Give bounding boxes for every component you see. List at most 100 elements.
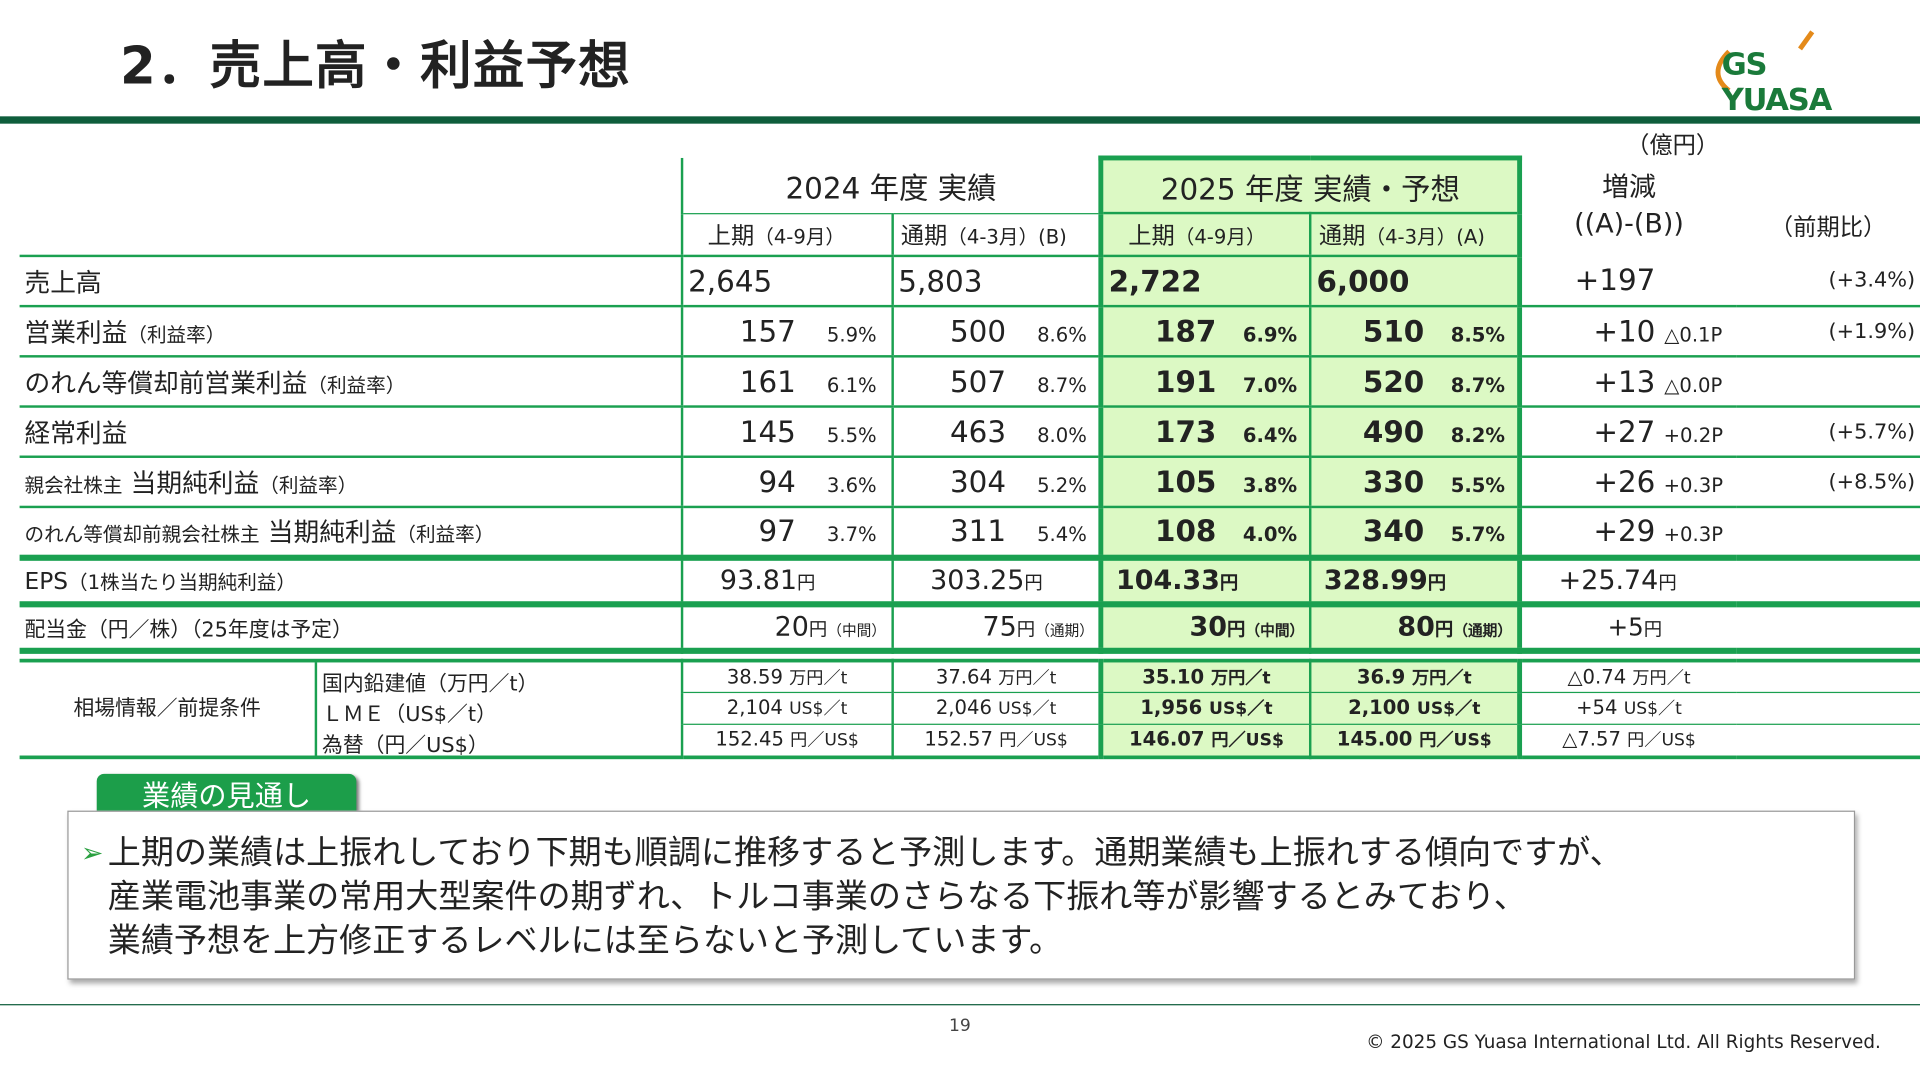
row-label: 親会社株主 当期純利益（利益率） bbox=[19, 456, 682, 509]
value-cell: 161 6.1% bbox=[680, 356, 893, 408]
eps-cell: 93.81円 bbox=[680, 557, 893, 604]
value-cell: 173 6.4% bbox=[1098, 406, 1311, 458]
change-cell: +29 +0.3P bbox=[1518, 506, 1737, 559]
value-cell: 157 5.9% bbox=[680, 306, 893, 358]
value-cell: 490 8.2% bbox=[1309, 406, 1522, 458]
market-cell: 145.00 円／US$ bbox=[1309, 724, 1522, 758]
value-cell: 187 6.9% bbox=[1098, 306, 1311, 358]
header-bar bbox=[0, 116, 1920, 124]
change-cell: +13 △0.0P bbox=[1518, 356, 1737, 408]
market-cell: 2,046 US$／t bbox=[890, 692, 1102, 725]
market-cell: 1,956 US$／t bbox=[1098, 692, 1311, 725]
market-item-label: 国内鉛建値（万円／t） bbox=[322, 672, 539, 697]
change-cell: +27 +0.2P bbox=[1518, 406, 1737, 458]
eps-cell: 104.33円 bbox=[1098, 557, 1311, 604]
fy2024-header: 2024 年度 実績 bbox=[680, 157, 1102, 214]
yoy-cell: (+5.7%) bbox=[1736, 406, 1920, 458]
page-title: 2．売上高・利益予想 bbox=[120, 35, 631, 96]
value-cell: 2,645 bbox=[680, 255, 893, 308]
yoy-cell: (+1.9%) bbox=[1736, 306, 1920, 358]
eps-change: +25.74円 bbox=[1518, 557, 1737, 604]
change-header: 増減 bbox=[1602, 172, 1656, 204]
h1-2024-header: 上期（4-9月） bbox=[680, 213, 893, 258]
table-row: 経常利益 145 5.5% 463 8.0% 173 6.4% 490 8.2% +27 +0.2P… bbox=[19, 406, 1920, 458]
yoy-cell: (+3.4%) bbox=[1736, 255, 1920, 308]
dividend-cell: 80円（通期） bbox=[1309, 603, 1522, 651]
logo-swoosh-icon bbox=[1715, 30, 1815, 93]
outlook-box: ➢ 上期の業績は上振れしており下期も順調に推移すると予測します。通期業績も上振れ… bbox=[67, 810, 1856, 980]
value-cell: 108 4.0% bbox=[1098, 506, 1311, 559]
logo-text: GS YUASA bbox=[1721, 46, 1833, 118]
row-label: のれん等償却前親会社株主 当期純利益（利益率） bbox=[19, 506, 682, 559]
market-cell: 35.10 万円／t bbox=[1098, 660, 1311, 694]
value-cell: 340 5.7% bbox=[1309, 506, 1522, 559]
value-cell: 510 8.5% bbox=[1309, 306, 1522, 358]
change-formula: ((A)-(B)) bbox=[1574, 209, 1684, 241]
arrow-bullet-icon: ➢ bbox=[80, 838, 104, 870]
row-label: のれん等償却前営業利益（利益率） bbox=[19, 356, 682, 408]
value-cell: 500 8.6% bbox=[890, 306, 1102, 358]
table-row: 売上高 2,645 5,803 2,722 6,000 +197 (+3.4%) bbox=[19, 255, 1920, 308]
eps-cell: 303.25円 bbox=[890, 557, 1102, 604]
page-number: 19 bbox=[948, 1016, 971, 1036]
change-cell: +26 +0.3P bbox=[1518, 456, 1737, 509]
value-cell: 520 8.7% bbox=[1309, 356, 1522, 408]
yoy-header: （前期比） bbox=[1769, 213, 1887, 241]
table-row: 親会社株主 当期純利益（利益率） 94 3.6% 304 5.2% 105 3.8% 330 5… bbox=[19, 456, 1920, 509]
market-row: 相場情報／前提条件 38.59 万円／t 37.64 万円／t 35.10 万円／t 3… bbox=[19, 660, 1920, 759]
market-change: △7.57 円／US$ bbox=[1518, 724, 1737, 758]
dividend-cell: 20円（中間） bbox=[680, 603, 893, 651]
outlook-line: 産業電池事業の常用大型案件の期ずれ、トルコ事業のさらなる下振れ等が影響するとみて… bbox=[107, 877, 1527, 916]
market-row: 2,104 US$／t 2,046 US$／t 1,956 US$／t 2,100 U… bbox=[20, 692, 1920, 725]
eps-cell: 328.99円 bbox=[1309, 557, 1522, 604]
dividend-cell: 75円（通期） bbox=[890, 603, 1102, 651]
yoy-cell bbox=[1736, 506, 1920, 559]
market-cell: 36.9 万円／t bbox=[1309, 660, 1522, 694]
market-row: 152.45 円／US$ 152.57 円／US$ 146.07 円／US$ 145.… bbox=[19, 724, 1920, 758]
table-row: のれん等償却前営業利益（利益率） 161 6.1% 507 8.7% 191 7.0% 520… bbox=[19, 356, 1920, 408]
market-change: +54 US$／t bbox=[1518, 692, 1737, 725]
change-cell: +197 bbox=[1518, 255, 1737, 308]
forecast-table: 2024 年度 実績 2025 年度 実績・予想 増減 ((A)-(B)) （前期… bbox=[19, 155, 1920, 759]
value-cell: 463 8.0% bbox=[890, 406, 1102, 458]
value-cell: 507 8.7% bbox=[890, 356, 1102, 408]
market-cell: 37.64 万円／t bbox=[890, 660, 1102, 694]
dividend-cell: 30円（中間） bbox=[1098, 603, 1311, 651]
change-cell: +10 △0.1P bbox=[1518, 306, 1737, 358]
value-cell: 97 3.7% bbox=[680, 506, 893, 559]
h1-2025-header: 上期（4-9月） bbox=[1098, 213, 1311, 258]
fy-2024-header: 通期（4-3月）(B) bbox=[890, 213, 1102, 258]
market-item-label: ＬＭＥ（US$／t） bbox=[322, 702, 497, 728]
value-cell: 6,000 bbox=[1309, 255, 1522, 308]
outlook-line: 業績予想を上方修正するレベルには至らないと予測しています。 bbox=[107, 922, 1063, 961]
footer-divider bbox=[0, 1004, 1920, 1006]
value-cell: 145 5.5% bbox=[680, 406, 893, 458]
value-cell: 5,803 bbox=[890, 255, 1102, 308]
row-label: 営業利益（利益率） bbox=[19, 306, 682, 358]
eps-row: EPS（1株当たり当期純利益） 93.81円 303.25円 104.33円 328.9… bbox=[19, 557, 1920, 604]
table-row: のれん等償却前親会社株主 当期純利益（利益率） 97 3.7% 311 5.4% 108 4… bbox=[19, 506, 1920, 559]
row-label: 経常利益 bbox=[19, 406, 682, 458]
market-cell: 38.59 万円／t bbox=[680, 660, 893, 694]
fy2025-header: 2025 年度 実績・予想 bbox=[1098, 155, 1522, 215]
value-cell: 311 5.4% bbox=[890, 506, 1102, 559]
gs-yuasa-logo: GS YUASA bbox=[1705, 27, 1876, 118]
market-cell: 2,104 US$／t bbox=[680, 692, 893, 725]
market-cell: 146.07 円／US$ bbox=[1098, 724, 1311, 758]
fy-2025-header: 通期（4-3月）(A) bbox=[1309, 213, 1522, 258]
unit-label: （億円） bbox=[1626, 132, 1720, 160]
market-change: △0.74 万円／t bbox=[1518, 660, 1737, 694]
value-cell: 304 5.2% bbox=[890, 456, 1102, 509]
market-label: 相場情報／前提条件 bbox=[73, 696, 261, 721]
outlook-line: 上期の業績は上振れしており下期も順調に推移すると予測します。通期業績も上振れする… bbox=[107, 833, 1623, 872]
value-cell: 2,722 bbox=[1098, 255, 1311, 308]
market-cell: 152.57 円／US$ bbox=[890, 724, 1102, 758]
market-cell: 2,100 US$／t bbox=[1309, 692, 1522, 725]
market-item-label: 為替（円／US$） bbox=[322, 733, 489, 758]
value-cell: 94 3.6% bbox=[680, 456, 893, 509]
value-cell: 330 5.5% bbox=[1309, 456, 1522, 509]
value-cell: 191 7.0% bbox=[1098, 356, 1311, 408]
dividend-row: 配当金（円／株）（25年度は予定） 20円（中間） 75円（通期） 30円（中間） 80… bbox=[19, 603, 1920, 651]
value-cell: 105 3.8% bbox=[1098, 456, 1311, 509]
